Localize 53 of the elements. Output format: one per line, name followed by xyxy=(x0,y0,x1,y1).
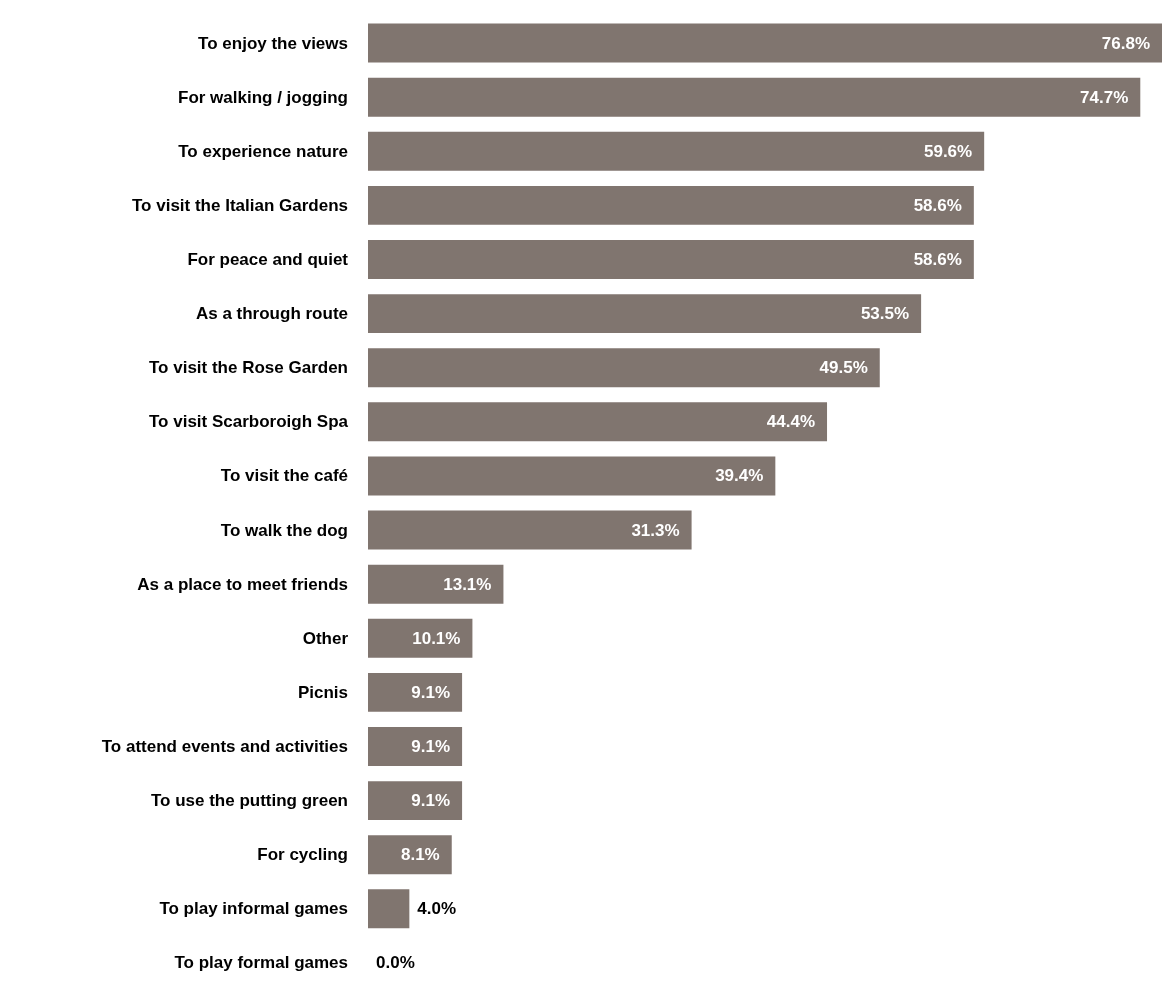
data-label: 13.1% xyxy=(443,574,492,594)
bar xyxy=(368,889,410,929)
y-tick-label: To experience nature xyxy=(178,141,348,161)
y-tick-label: To enjoy the views xyxy=(198,33,348,53)
y-tick-label: To visit the Italian Gardens xyxy=(131,195,348,215)
y-tick-label: For walking / jogging xyxy=(178,87,348,107)
y-tick-label: To use the putting green xyxy=(150,791,348,811)
y-tick-label: To play informal games xyxy=(159,899,348,919)
data-label: 49.5% xyxy=(819,358,868,378)
y-tick-label: To attend events and activities xyxy=(101,737,348,756)
bar xyxy=(368,727,463,766)
bar xyxy=(368,456,776,496)
y-tick-label: To play formal games xyxy=(174,953,348,973)
bar xyxy=(368,131,985,171)
bar xyxy=(368,564,504,604)
bar xyxy=(368,185,974,225)
y-tick-label: To visit the café xyxy=(220,466,348,486)
data-label: 44.4% xyxy=(766,412,816,432)
bar xyxy=(368,23,1162,63)
data-label: 76.8% xyxy=(1101,33,1150,53)
data-label: 59.6% xyxy=(923,141,973,161)
bar xyxy=(368,835,452,875)
y-tick-label: As a through route xyxy=(195,304,348,324)
data-label: 39.4% xyxy=(715,466,764,486)
data-label: 58.6% xyxy=(913,250,962,269)
data-label: 0.0% xyxy=(376,953,415,973)
data-label: 74.7% xyxy=(1080,87,1129,107)
data-label: 10.1% xyxy=(412,628,461,648)
y-tick-label: Other xyxy=(302,628,349,648)
data-label: 31.3% xyxy=(631,520,680,540)
y-tick-label: As a place to meet friends xyxy=(137,574,348,594)
y-tick-label: For cycling xyxy=(257,845,348,865)
data-label: 9.1% xyxy=(411,737,451,756)
y-tick-label: To visit Scarboroigh Spa xyxy=(149,412,349,432)
bar xyxy=(368,402,828,442)
bar xyxy=(368,348,880,388)
data-label: 53.5% xyxy=(860,304,910,324)
y-tick-label: Picnis xyxy=(297,682,348,702)
data-label: 9.1% xyxy=(411,791,451,811)
data-label: 58.6% xyxy=(913,195,962,215)
bar xyxy=(368,294,922,334)
y-tick-label: To walk the dog xyxy=(220,520,348,540)
bar xyxy=(368,77,1141,117)
data-label: 4.0% xyxy=(417,899,457,919)
y-tick-label: To visit the Rose Garden xyxy=(148,358,348,378)
bar xyxy=(368,618,473,658)
bar xyxy=(368,672,463,712)
data-label: 9.1% xyxy=(411,682,451,702)
bar xyxy=(368,510,692,550)
y-tick-label: For peace and quiet xyxy=(187,250,349,269)
data-label: 8.1% xyxy=(400,845,440,865)
bar xyxy=(368,240,974,279)
bar xyxy=(368,781,463,821)
